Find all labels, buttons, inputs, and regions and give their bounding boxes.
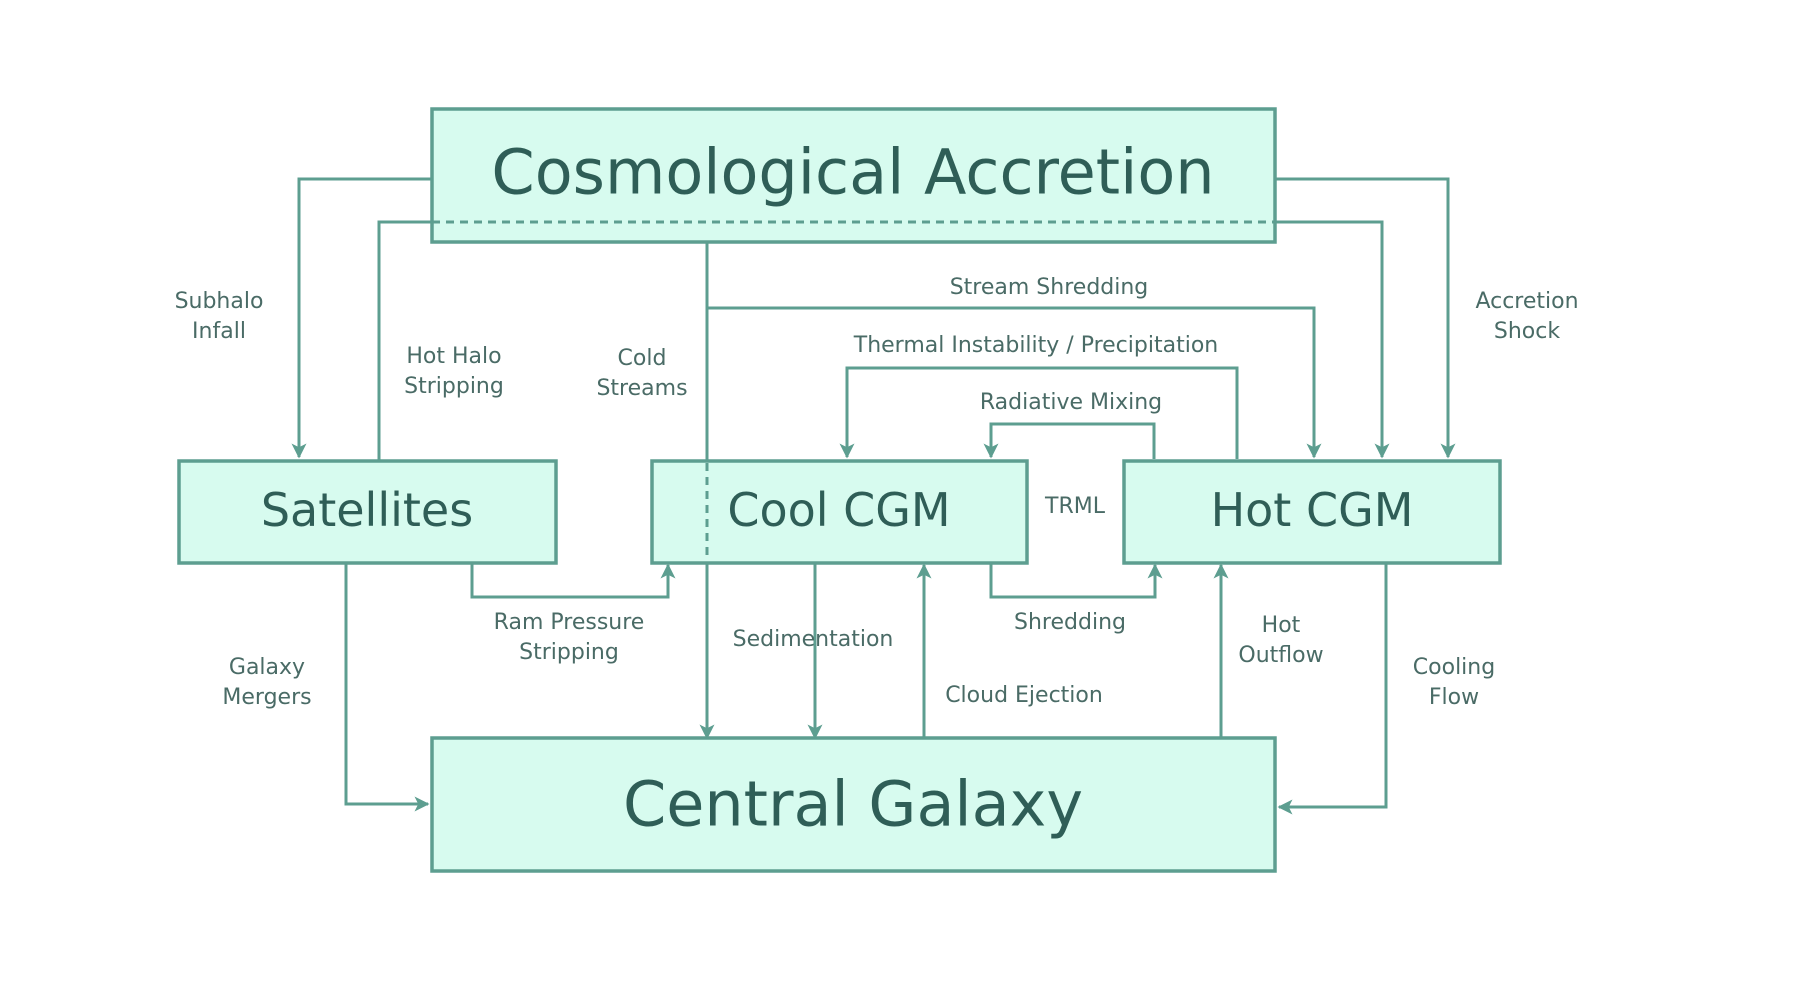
label-galaxy-mergers-2: Mergers: [222, 685, 311, 710]
central-galaxy-label: Central Galaxy: [623, 768, 1083, 841]
edge-accretion-shock: [1275, 177, 1456, 459]
label-accretion-shock-2: Shock: [1494, 319, 1560, 344]
edge-subhalo-infall: [291, 177, 432, 459]
node-cosmological-accretion: Cosmological Accretion: [430, 107, 1277, 244]
edge-stream-shredding: [707, 306, 1322, 459]
edge-radiative-mixing: [983, 422, 1156, 459]
satellites-label: Satellites: [261, 483, 473, 537]
label-stream-shredding: Stream Shredding: [950, 275, 1149, 300]
label-hot-outflow-2: Outflow: [1238, 643, 1323, 668]
label-subhalo-infall-1: Subhalo: [175, 289, 264, 314]
edge-ram-pressure-stripping: [470, 563, 676, 599]
node-hot-cgm: Hot CGM: [1122, 459, 1502, 565]
label-hot-outflow-1: Hot: [1262, 613, 1301, 638]
label-ram-pressure-2: Stripping: [519, 640, 619, 665]
label-accretion-shock-1: Accretion: [1475, 289, 1578, 314]
cool-cgm-label: Cool CGM: [727, 483, 950, 537]
edge-thermal-instability: [839, 366, 1239, 459]
edge-galaxy-mergers: [344, 563, 430, 812]
label-cold-streams-2: Streams: [596, 376, 687, 401]
cosmological-accretion-label: Cosmological Accretion: [491, 136, 1214, 209]
label-ram-pressure-1: Ram Pressure: [494, 610, 645, 635]
node-cool-cgm: Cool CGM: [650, 459, 1029, 565]
node-satellites: Satellites: [177, 459, 558, 565]
label-cooling-flow-1: Cooling: [1413, 655, 1495, 680]
label-hot-halo-stripping-2: Stripping: [404, 374, 504, 399]
label-cloud-ejection: Cloud Ejection: [945, 683, 1103, 708]
label-cooling-flow-2: Flow: [1429, 685, 1479, 710]
label-radiative-mixing: Radiative Mixing: [980, 390, 1162, 415]
label-cold-streams-1: Cold: [618, 346, 667, 371]
edge-cosmo-hot-inner: [1275, 220, 1390, 459]
label-hot-halo-stripping-1: Hot Halo: [406, 344, 501, 369]
edge-hot-halo-stripping: [377, 220, 432, 461]
edge-cooling-flow: [1277, 563, 1388, 815]
label-trml: TRML: [1044, 494, 1106, 519]
label-subhalo-infall-2: Infall: [192, 319, 246, 344]
hot-cgm-label: Hot CGM: [1211, 483, 1414, 537]
label-shredding: Shredding: [1014, 610, 1126, 635]
label-thermal-instability: Thermal Instability / Precipitation: [853, 333, 1218, 358]
label-sedimentation: Sedimentation: [733, 627, 894, 652]
edge-shredding: [989, 563, 1163, 599]
label-galaxy-mergers-1: Galaxy: [229, 655, 305, 680]
node-central-galaxy: Central Galaxy: [430, 736, 1277, 873]
